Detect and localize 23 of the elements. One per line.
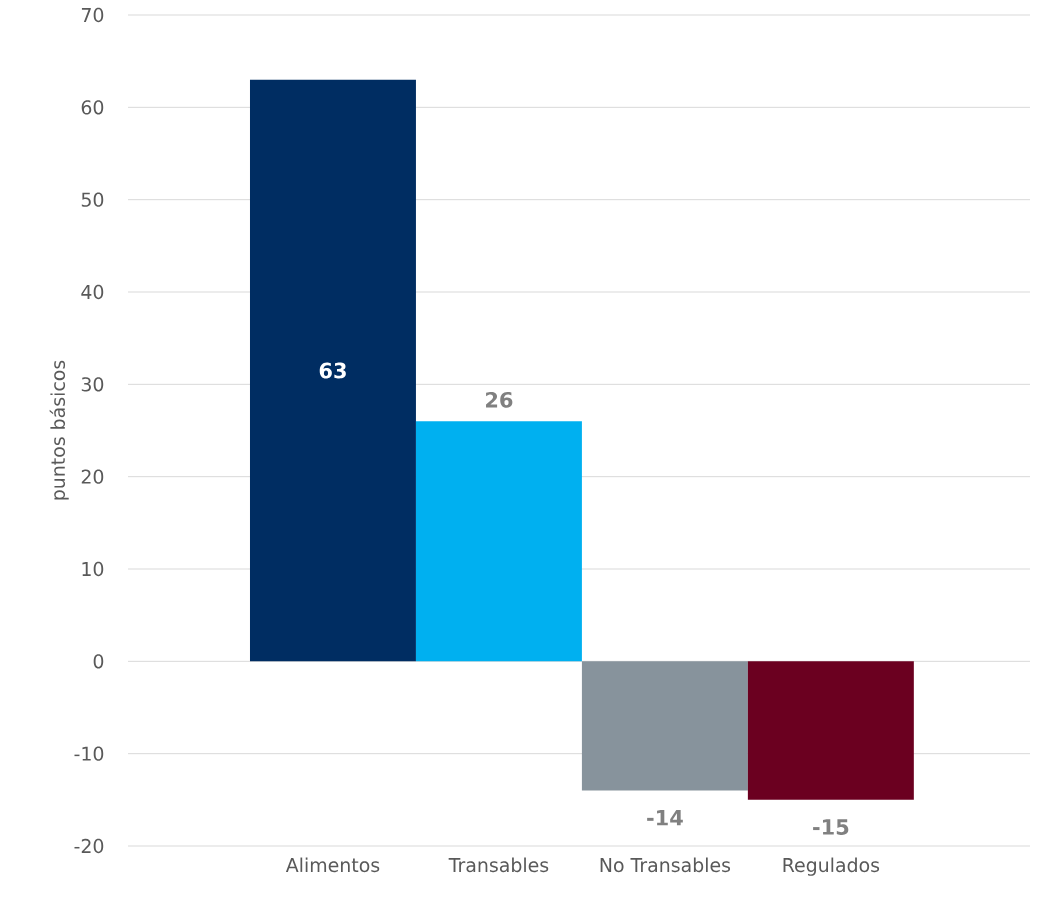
x-tick-label: Regulados xyxy=(783,857,880,876)
y-tick-label: 40 xyxy=(81,284,104,300)
y-tick-label: 10 xyxy=(82,561,104,577)
x-tick-label: Alimentos xyxy=(285,857,380,873)
y-axis-title: puntos básicos xyxy=(49,360,69,500)
bar xyxy=(581,661,748,791)
y-tick-label: 20 xyxy=(81,469,104,484)
data-label: 26 xyxy=(486,391,513,408)
y-tick-label: -10 xyxy=(74,746,104,761)
y-tick-label: 50 xyxy=(81,192,104,207)
x-tick-label: Transables xyxy=(448,857,549,873)
y-tick-label: 30 xyxy=(81,377,104,392)
y-tick-label: 0 xyxy=(93,654,104,669)
x-tick-label: No Transables xyxy=(600,857,731,873)
y-tick-label: 60 xyxy=(81,100,104,115)
bar xyxy=(415,421,582,662)
data-label: -15 xyxy=(813,819,849,835)
bar xyxy=(249,79,416,662)
data-label: 63 xyxy=(319,362,346,379)
bar xyxy=(747,661,914,800)
y-tick-label: -20 xyxy=(74,838,104,854)
y-tick-label: 70 xyxy=(81,7,104,23)
data-label: -14 xyxy=(647,810,683,826)
